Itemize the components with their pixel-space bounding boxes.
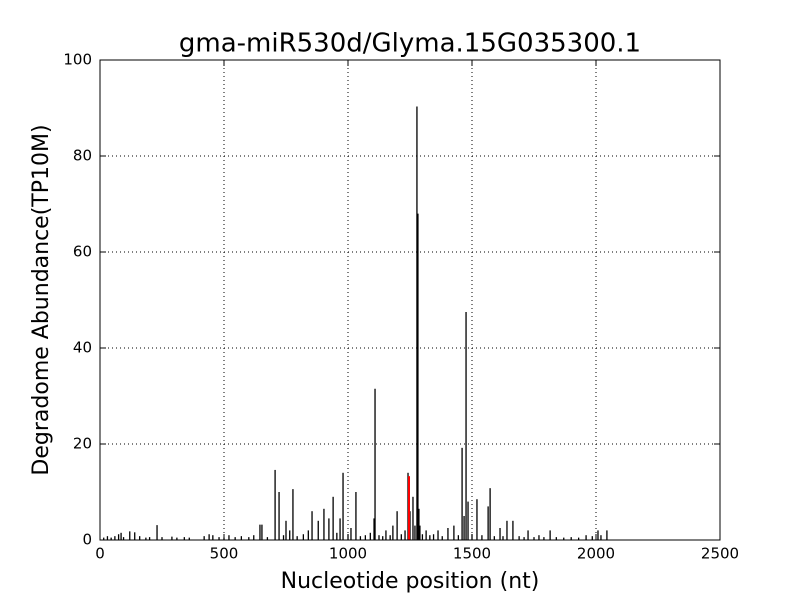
- x-tick-label: 0: [95, 545, 105, 563]
- y-tick-label: 60: [73, 243, 92, 261]
- x-tick-label: 2000: [577, 545, 615, 563]
- x-tick-label: 1000: [329, 545, 367, 563]
- y-axis-label: Degradome Abundance(TP10M): [29, 124, 54, 475]
- x-tick-label: 2500: [701, 545, 739, 563]
- y-tick-label: 0: [82, 531, 92, 549]
- plot-frame: [99, 59, 721, 541]
- y-tick-label: 20: [73, 435, 92, 453]
- y-tick-label: 40: [73, 339, 92, 357]
- x-tick-label: 500: [210, 545, 239, 563]
- y-tick-label: 100: [63, 51, 92, 69]
- chart-title: gma-miR530d/Glyma.15G035300.1: [179, 29, 641, 59]
- x-axis-label: Nucleotide position (nt): [281, 569, 540, 594]
- y-tick-label: 80: [73, 147, 92, 165]
- x-tick-label: 1500: [453, 545, 491, 563]
